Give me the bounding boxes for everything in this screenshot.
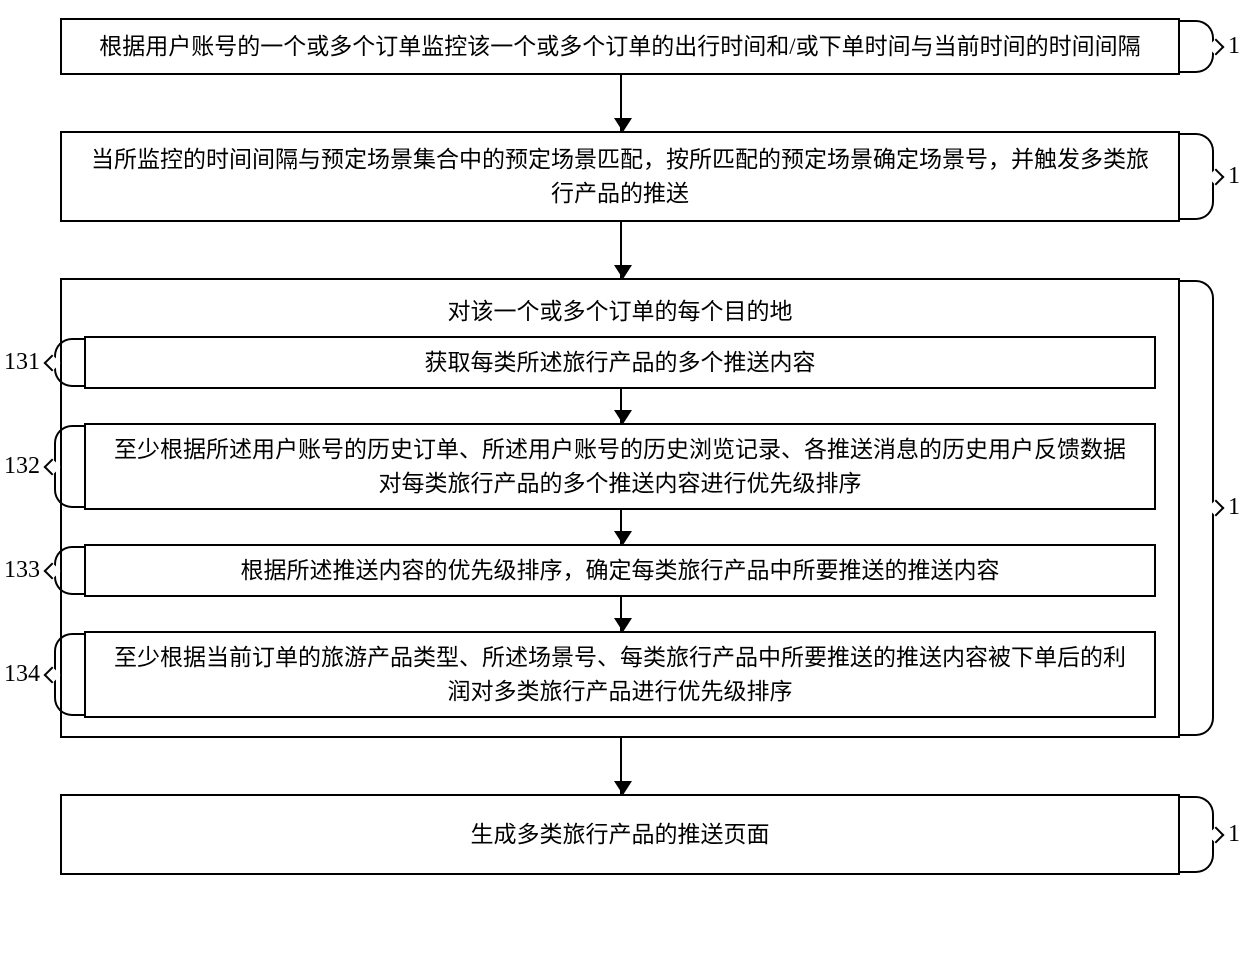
step-130-box: 对该一个或多个订单的每个目的地 获取每类所述旅行产品的多个推送内容 至少根据所述…	[60, 278, 1180, 738]
step-110-box: 根据用户账号的一个或多个订单监控该一个或多个订单的出行时间和/或下单时间与当前时…	[60, 18, 1180, 75]
step-134-label: 134	[4, 661, 40, 688]
step-120-text: 当所监控的时间间隔与预定场景集合中的预定场景匹配，按所匹配的预定场景确定场景号，…	[91, 147, 1149, 205]
step-110-brace	[1180, 20, 1214, 73]
step-131-label: 131	[4, 349, 40, 376]
step-120-label: 120	[1228, 163, 1240, 190]
step-131-text: 获取每类所述旅行产品的多个推送内容	[425, 350, 816, 375]
arrow-120-130	[60, 222, 1180, 278]
step-120-brace	[1180, 133, 1214, 220]
step-133-label: 133	[4, 557, 40, 584]
arrow-130-140	[60, 738, 1180, 794]
flowchart-root: 根据用户账号的一个或多个订单监控该一个或多个订单的出行时间和/或下单时间与当前时…	[60, 18, 1180, 875]
step-130-title: 对该一个或多个订单的每个目的地	[84, 292, 1156, 326]
step-134-brace	[54, 633, 84, 716]
arrow-131-132	[84, 389, 1156, 423]
step-134-text: 至少根据当前订单的旅游产品类型、所述场景号、每类旅行产品中所要推送的推送内容被下…	[114, 645, 1126, 703]
step-140-box: 生成多类旅行产品的推送页面	[60, 794, 1180, 875]
step-132-label: 132	[4, 453, 40, 480]
step-131-brace	[54, 338, 84, 387]
step-120-box: 当所监控的时间间隔与预定场景集合中的预定场景匹配，按所匹配的预定场景确定场景号，…	[60, 131, 1180, 222]
step-132-box: 至少根据所述用户账号的历史订单、所述用户账号的历史浏览记录、各推送消息的历史用户…	[84, 423, 1156, 510]
step-133-box: 根据所述推送内容的优先级排序，确定每类旅行产品中所要推送的推送内容	[84, 544, 1156, 597]
step-140-brace	[1180, 796, 1214, 873]
step-133-text: 根据所述推送内容的优先级排序，确定每类旅行产品中所要推送的推送内容	[241, 558, 1000, 583]
step-130-label: 130	[1228, 494, 1240, 521]
arrow-132-133	[84, 510, 1156, 544]
arrow-133-134	[84, 597, 1156, 631]
step-134-box: 至少根据当前订单的旅游产品类型、所述场景号、每类旅行产品中所要推送的推送内容被下…	[84, 631, 1156, 718]
step-110-label: 110	[1228, 33, 1240, 60]
arrow-110-120	[60, 75, 1180, 131]
step-132-text: 至少根据所述用户账号的历史订单、所述用户账号的历史浏览记录、各推送消息的历史用户…	[114, 437, 1126, 495]
step-133-brace	[54, 546, 84, 595]
step-140-label: 140	[1228, 821, 1240, 848]
step-110-text: 根据用户账号的一个或多个订单监控该一个或多个订单的出行时间和/或下单时间与当前时…	[99, 34, 1140, 59]
step-132-brace	[54, 425, 84, 508]
step-130-brace	[1180, 280, 1214, 736]
step-131-box: 获取每类所述旅行产品的多个推送内容	[84, 336, 1156, 389]
step-140-text: 生成多类旅行产品的推送页面	[471, 822, 770, 847]
